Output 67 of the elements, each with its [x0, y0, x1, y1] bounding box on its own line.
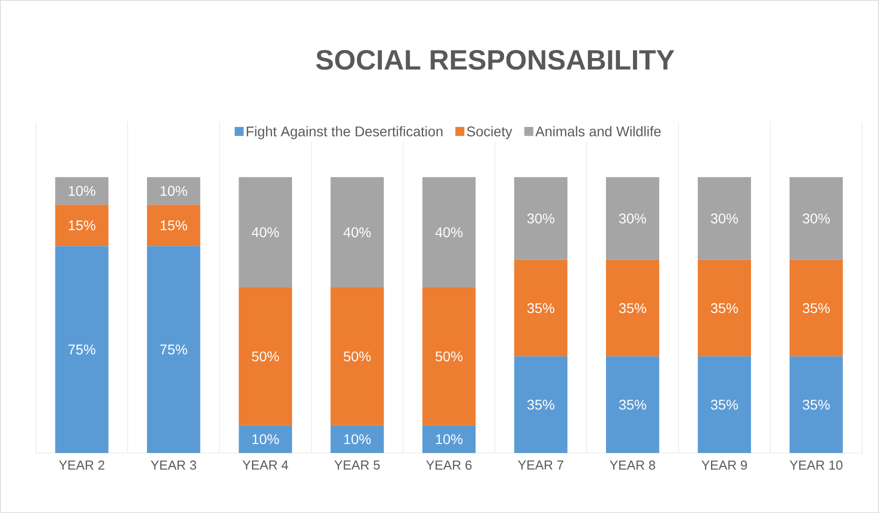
- bar: [698, 177, 752, 260]
- bar: [790, 356, 843, 454]
- bar: [55, 246, 108, 454]
- bar: [330, 425, 384, 454]
- bar: [422, 177, 476, 288]
- bar: [698, 356, 752, 454]
- data-label: 35%: [802, 400, 830, 410]
- bar: [238, 425, 292, 454]
- bar: [422, 288, 476, 426]
- bar: [422, 425, 476, 454]
- data-label: 10%: [160, 186, 188, 196]
- bar: [55, 204, 108, 246]
- data-label: 15%: [68, 220, 96, 230]
- legend-label: Society: [466, 126, 512, 140]
- legend-label: Fight Against the Desertification: [246, 126, 442, 140]
- data-label: 75%: [68, 344, 96, 355]
- bar: [514, 356, 568, 454]
- x-tick-label: YEAR 8: [610, 460, 656, 470]
- data-label: 35%: [710, 303, 738, 314]
- data-label: 30%: [802, 214, 830, 224]
- bar: [514, 177, 568, 260]
- bar: [606, 356, 660, 454]
- x-tick-label: YEAR 4: [242, 460, 288, 470]
- x-tick-label: YEAR 2: [58, 460, 104, 470]
- x-tick-label: YEAR 3: [150, 460, 196, 470]
- data-label: 50%: [436, 352, 463, 362]
- bar: [514, 260, 568, 356]
- x-tick-label: YEAR 5: [334, 460, 380, 470]
- x-tick-label: YEAR 7: [518, 460, 564, 470]
- bar: [238, 177, 292, 288]
- data-label: 35%: [619, 303, 646, 314]
- bar: [790, 177, 843, 260]
- x-tick-label: YEAR 6: [426, 460, 472, 470]
- bar: [330, 288, 384, 426]
- bar: [238, 288, 292, 426]
- data-label: 40%: [252, 227, 279, 238]
- data-label: 35%: [527, 400, 554, 410]
- data-label: 30%: [527, 214, 554, 224]
- data-label: 75%: [160, 344, 188, 355]
- data-label: 30%: [710, 214, 738, 224]
- bar: [698, 260, 752, 356]
- data-label: 35%: [527, 303, 554, 314]
- data-label: 15%: [160, 220, 188, 230]
- bar: [606, 260, 660, 356]
- chart-title: SOCIAL RESPONSABILITY: [316, 50, 674, 70]
- data-label: 10%: [252, 434, 279, 444]
- data-label: 35%: [619, 400, 646, 410]
- x-tick-label: YEAR 10: [790, 460, 842, 470]
- data-label: 40%: [344, 227, 371, 238]
- bar: [146, 177, 200, 205]
- bar: [146, 204, 200, 246]
- data-label: 10%: [436, 434, 463, 444]
- bar: [55, 177, 108, 205]
- data-label: 50%: [344, 352, 371, 362]
- data-label: 50%: [252, 352, 279, 362]
- data-label: 10%: [68, 186, 96, 196]
- bar: [146, 246, 200, 454]
- legend-label: Animals and Wildlife: [535, 126, 661, 136]
- x-tick-label: YEAR 9: [702, 460, 747, 470]
- data-label: 35%: [710, 400, 738, 410]
- bar: [790, 260, 843, 356]
- data-label: 40%: [435, 227, 463, 238]
- data-label: 35%: [802, 303, 830, 314]
- bar: [606, 177, 660, 260]
- bar: [330, 177, 384, 288]
- data-label: 10%: [344, 434, 371, 444]
- data-label: 30%: [619, 214, 646, 224]
